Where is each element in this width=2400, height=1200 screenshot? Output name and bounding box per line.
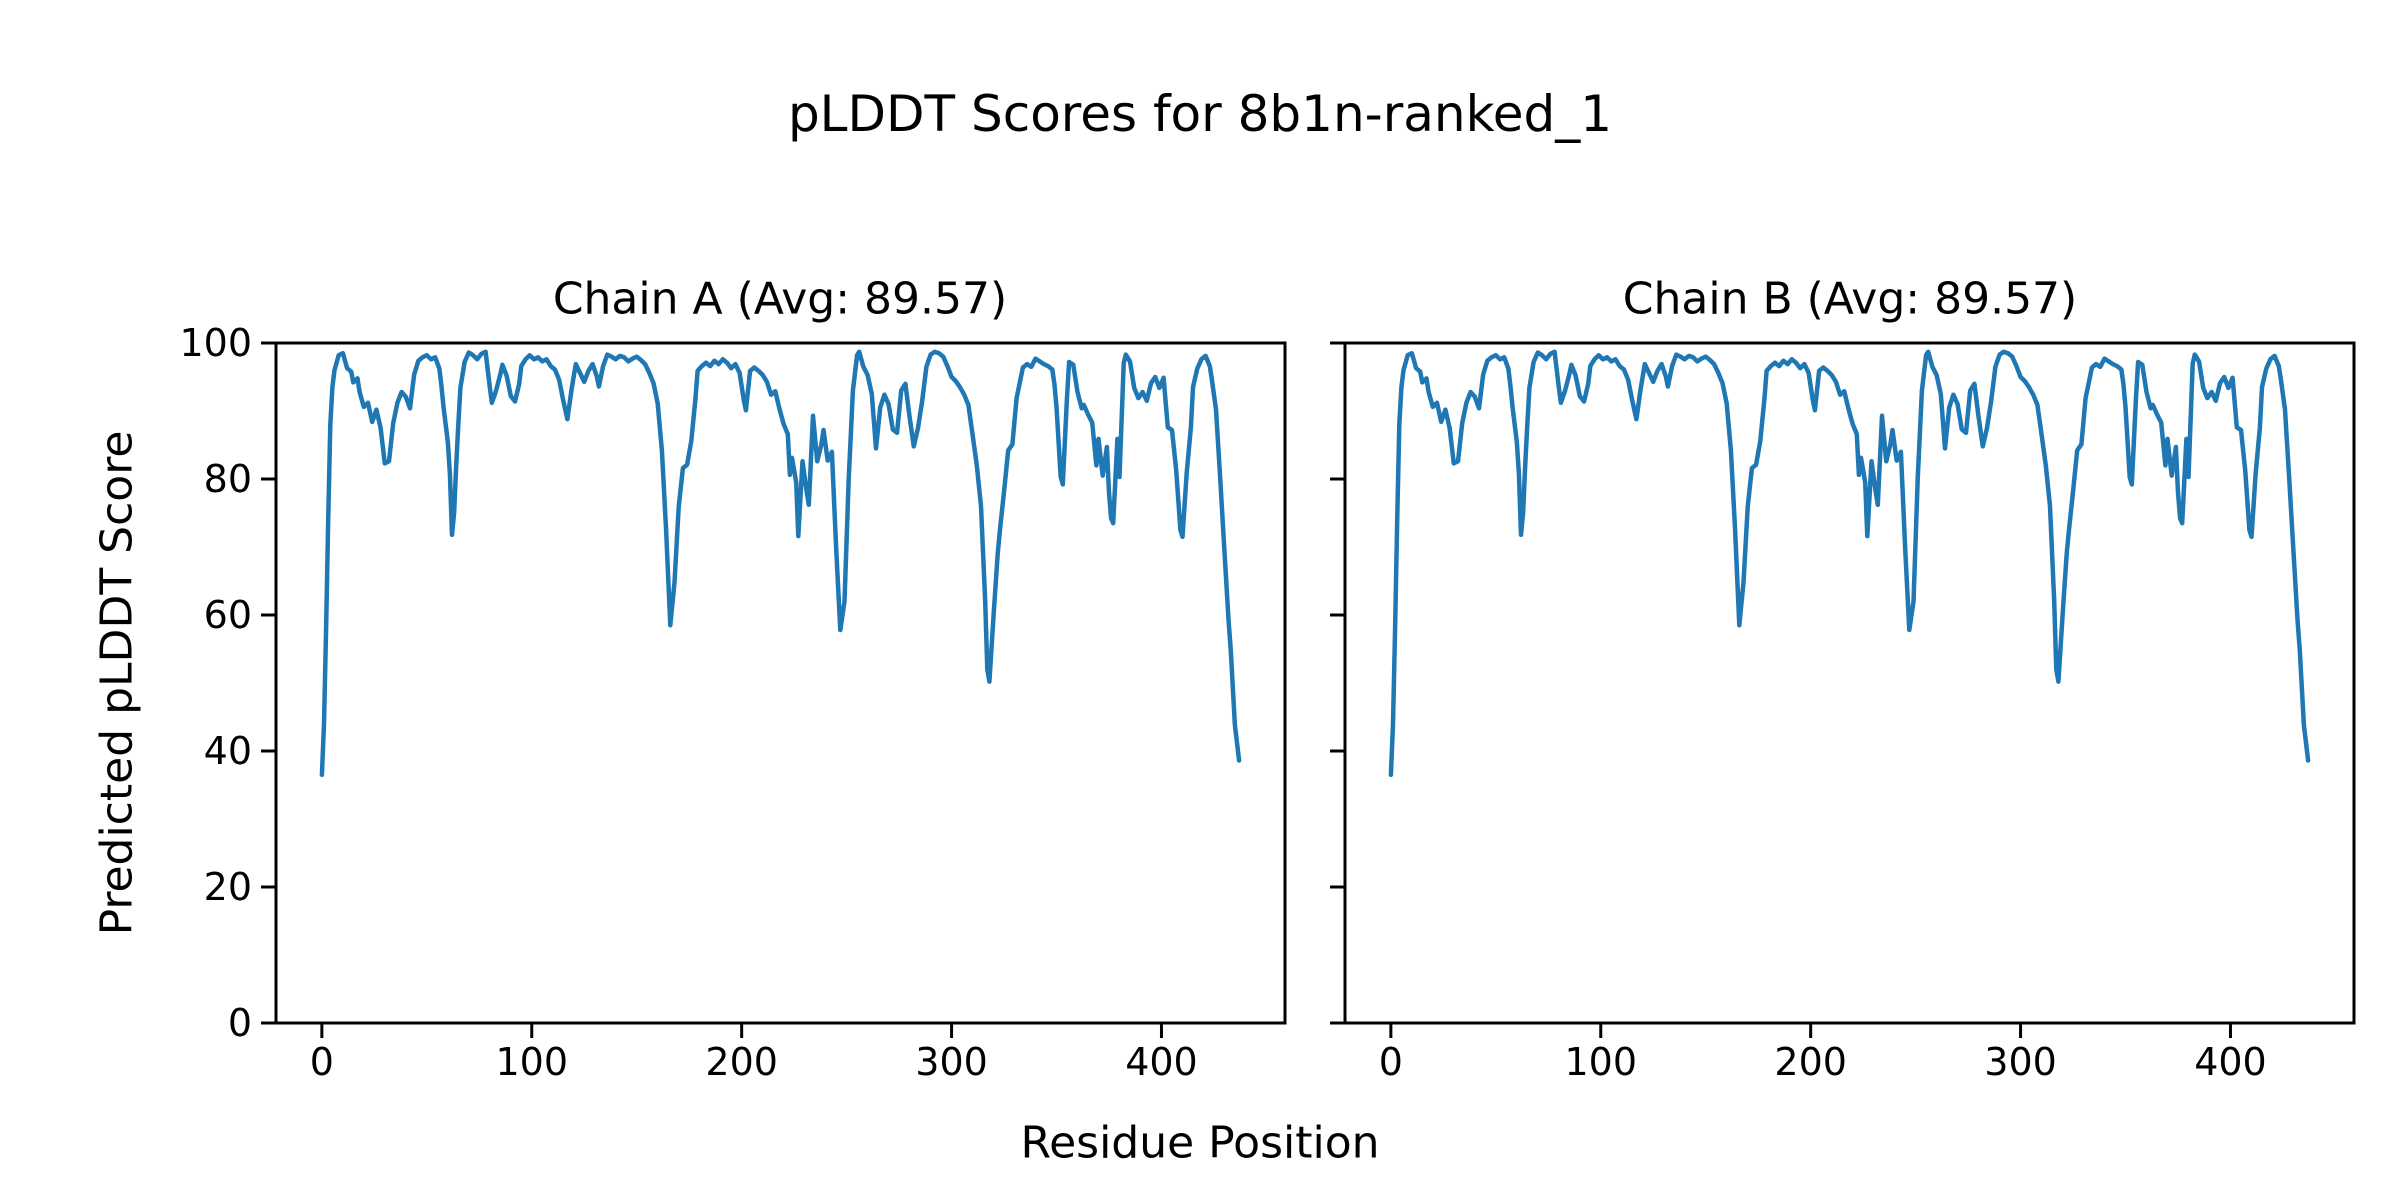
x-tick-label: 0 <box>1379 1040 1403 1084</box>
figure-title: pLDDT Scores for 8b1n-ranked_1 <box>787 85 1613 143</box>
y-tick-label: 20 <box>204 865 252 909</box>
axes-box-chain-b <box>1343 341 2356 1025</box>
x-axis-label: Residue Position <box>1020 1117 1380 1169</box>
y-tick-label: 100 <box>179 321 252 365</box>
y-tick-label: 60 <box>204 593 252 637</box>
y-tick-label: 80 <box>204 457 252 501</box>
x-tick-label: 200 <box>705 1040 778 1084</box>
x-tick-label: 300 <box>1984 1040 2057 1084</box>
plddt-line-chain-a <box>319 349 1242 778</box>
y-tick-label: 40 <box>204 729 252 773</box>
x-tick-label: 200 <box>1774 1040 1847 1084</box>
plddt-line-chain-b <box>1388 349 2311 778</box>
y-axis-label: Predicted pLDDT Score <box>91 430 143 936</box>
panel-b-title: Chain B (Avg: 89.57) <box>1622 273 2078 325</box>
panel-a-title: Chain A (Avg: 89.57) <box>552 273 1008 325</box>
x-tick-label: 400 <box>1125 1040 1198 1084</box>
x-tick-label: 100 <box>1565 1040 1638 1084</box>
x-tick-label: 300 <box>915 1040 988 1084</box>
x-tick-label: 400 <box>2194 1040 2267 1084</box>
x-tick-label: 100 <box>496 1040 569 1084</box>
y-tick-label: 0 <box>228 1001 252 1045</box>
x-tick-label: 0 <box>310 1040 334 1084</box>
axes-box-chain-a <box>274 341 1287 1025</box>
